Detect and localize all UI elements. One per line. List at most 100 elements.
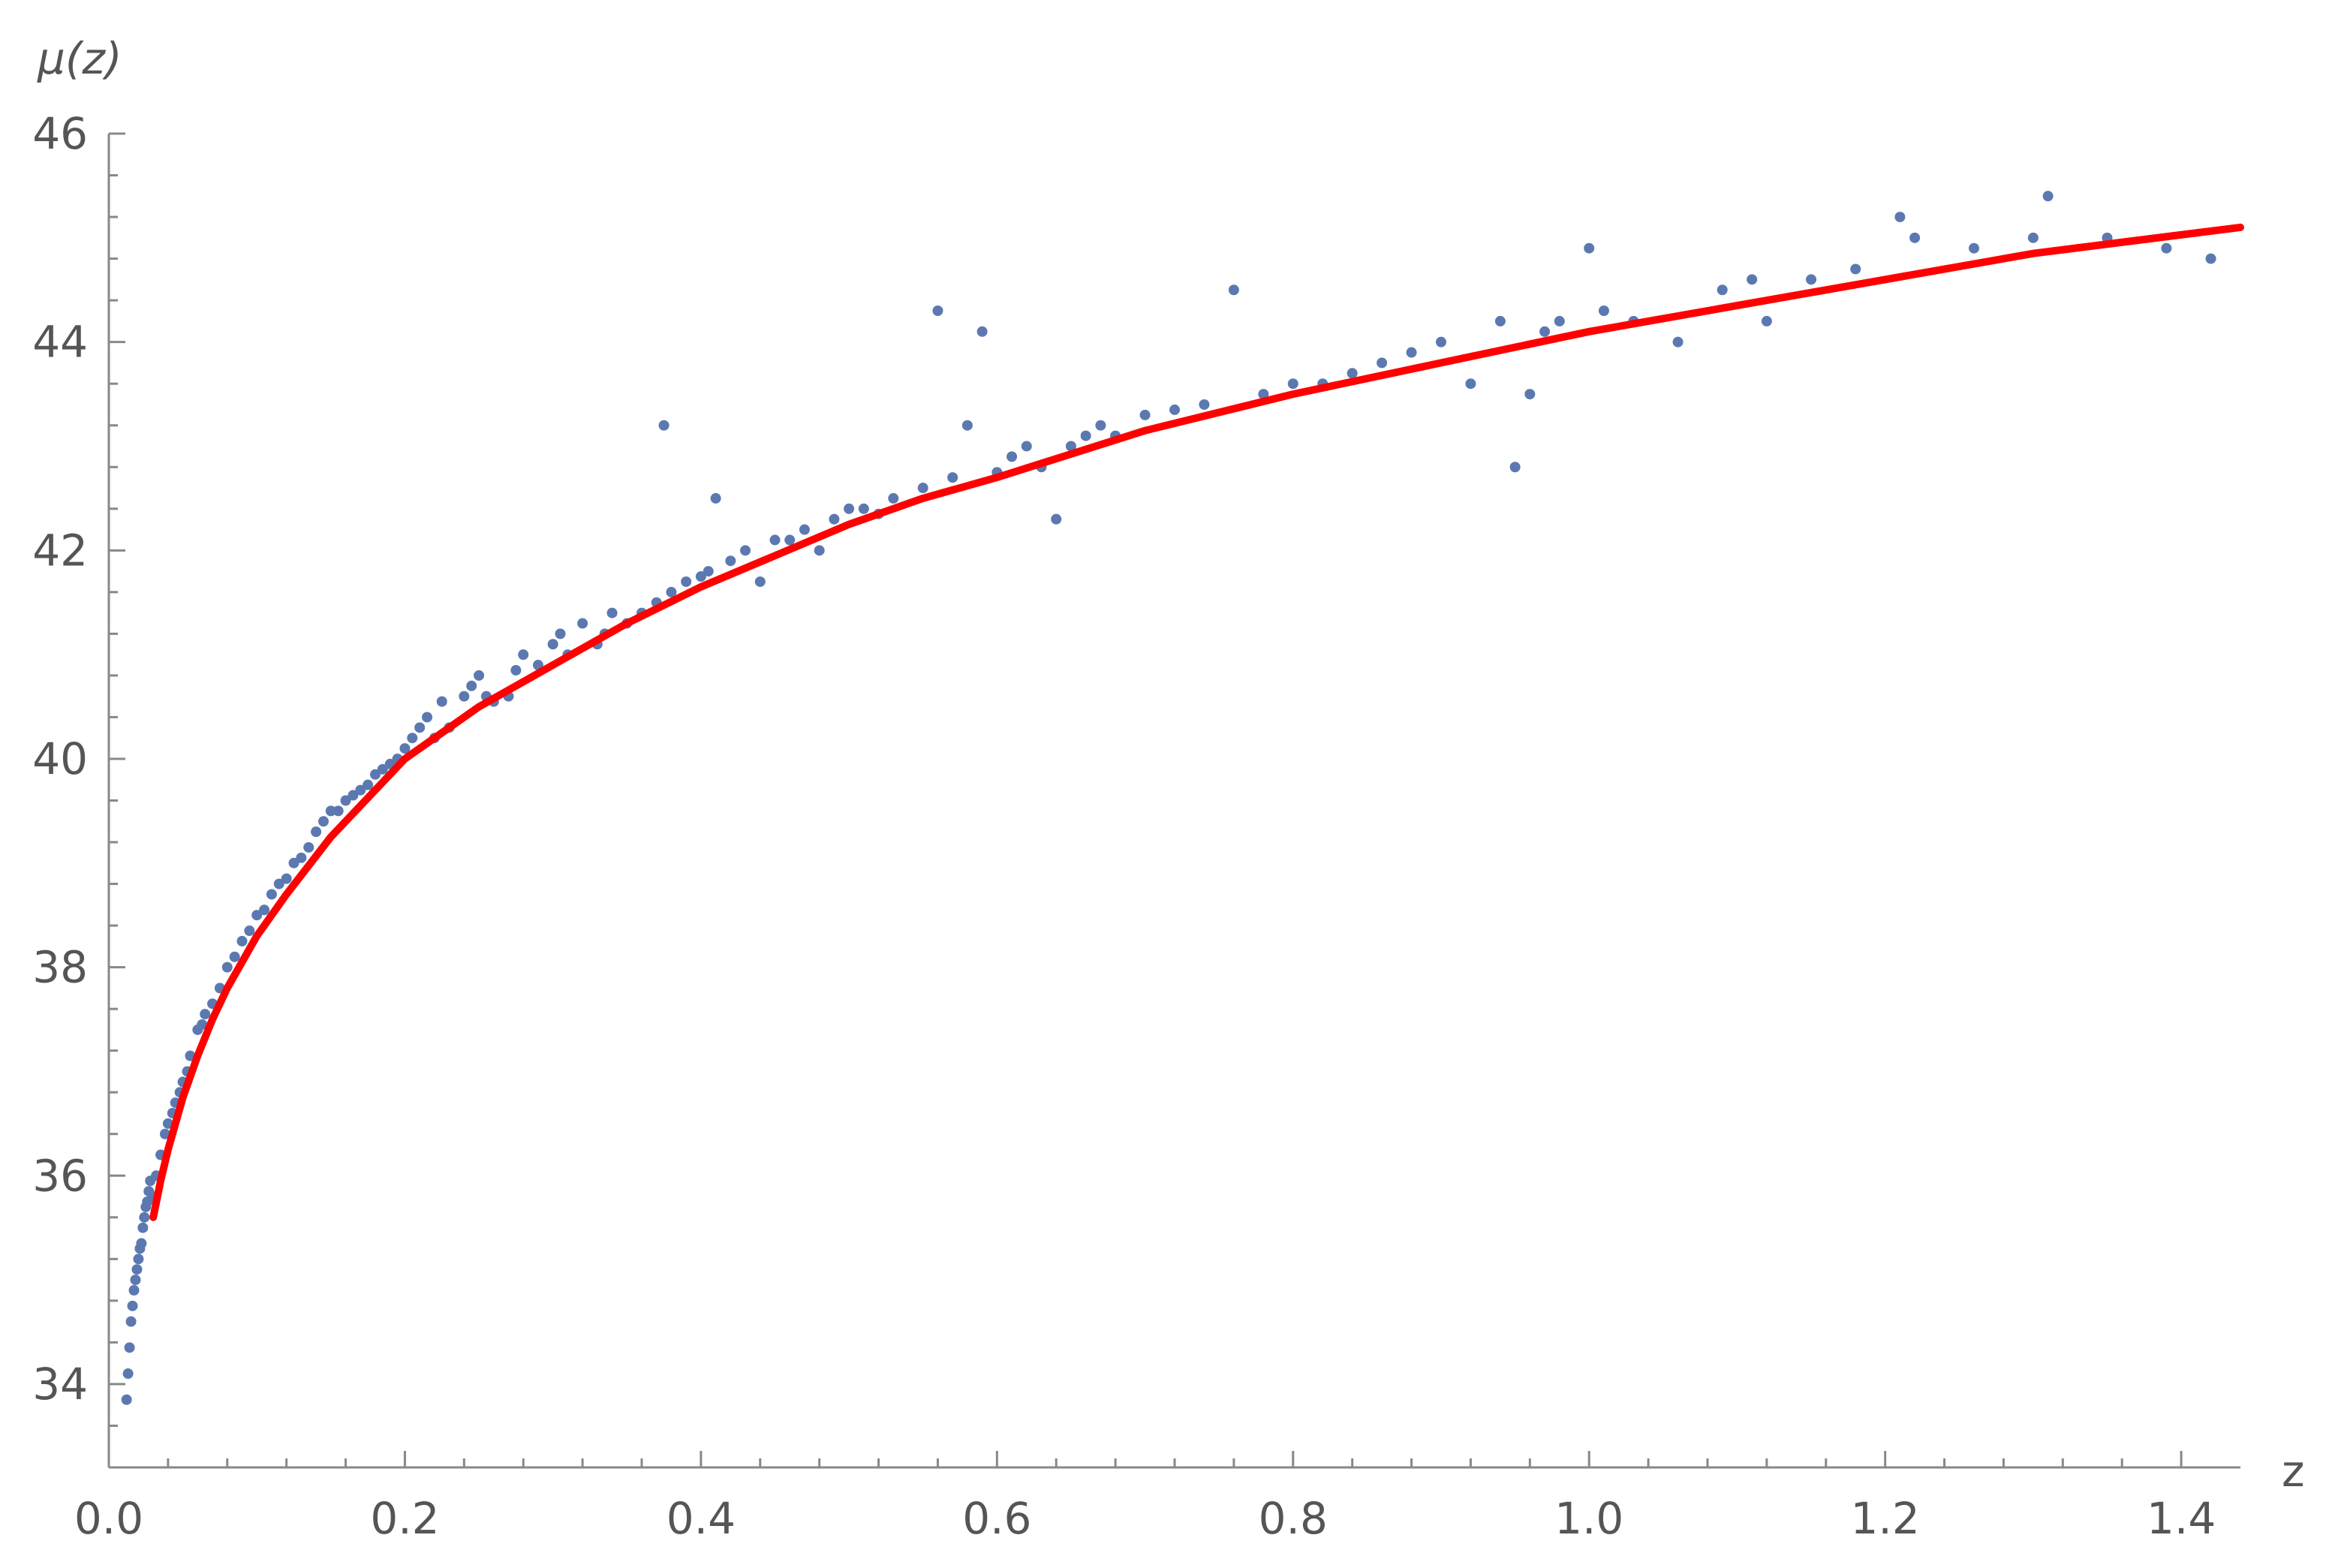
data-point <box>754 576 766 587</box>
data-point <box>1228 284 1239 296</box>
data-point <box>2042 191 2054 202</box>
data-point <box>1139 409 1151 420</box>
data-point <box>799 524 810 535</box>
data-point <box>961 420 973 431</box>
data-point <box>1021 441 1032 452</box>
data-point <box>296 852 307 863</box>
x-tick-label: 1.2 <box>1851 1493 1920 1544</box>
data-point <box>555 628 566 640</box>
data-point <box>784 534 796 546</box>
data-point <box>459 691 470 702</box>
x-tick-label: 1.0 <box>1554 1493 1623 1544</box>
data-point <box>695 571 706 582</box>
data-point <box>1377 357 1388 369</box>
data-point <box>858 503 869 514</box>
data-point <box>1199 399 1210 410</box>
y-tick-label: 34 <box>32 1359 88 1410</box>
data-point <box>130 1275 141 1286</box>
data-point <box>1672 336 1684 348</box>
axes <box>107 134 2240 1469</box>
data-point <box>1406 347 1417 358</box>
data-point <box>266 889 277 900</box>
data-point <box>1554 315 1565 327</box>
data-point <box>976 326 988 337</box>
x-tick-label: 0.8 <box>1259 1493 1328 1544</box>
data-point <box>221 962 233 973</box>
data-point <box>137 1222 149 1233</box>
data-point <box>162 1118 173 1129</box>
data-point <box>1169 404 1180 415</box>
x-tick-label: 0.6 <box>962 1493 1031 1544</box>
data-point <box>2027 232 2039 243</box>
data-point <box>236 935 248 947</box>
data-point <box>769 534 781 546</box>
data-point <box>136 1238 147 1249</box>
data-point <box>121 1394 132 1405</box>
data-point <box>281 873 292 884</box>
data-point <box>1806 274 1817 285</box>
data-point <box>1494 315 1506 327</box>
data-point <box>1850 263 1861 275</box>
data-point <box>606 607 618 618</box>
y-tick-label: 42 <box>32 525 88 576</box>
data-point <box>1287 378 1298 390</box>
data-point <box>740 545 751 556</box>
data-point <box>1007 451 1018 462</box>
data-point <box>251 910 263 921</box>
y-tick-label: 46 <box>32 108 88 159</box>
data-point <box>1909 232 1921 243</box>
data-point <box>1051 513 1062 525</box>
fit-curve <box>149 223 2244 1221</box>
data-point <box>710 492 721 504</box>
y-tick-label: 40 <box>32 733 88 784</box>
y-axis-label: μ(z) <box>37 33 122 84</box>
data-point <box>1436 336 1446 348</box>
y-tick-label: 44 <box>32 317 88 368</box>
data-point <box>288 857 299 868</box>
data-point <box>666 586 677 597</box>
data-point <box>510 664 522 676</box>
data-point <box>1465 378 1476 390</box>
data-point <box>1598 305 1609 317</box>
x-axis-label: z <box>2282 1446 2304 1497</box>
data-point <box>273 878 284 889</box>
ticks: 0.0 0.2 0.4 0.6 0.8 1.0 1.2 1.4 34 36 38 40 42 44 46 <box>32 108 2216 1544</box>
data-point <box>725 555 736 567</box>
data-point <box>355 784 366 796</box>
x-tick-label: 0.4 <box>666 1493 736 1544</box>
data-point <box>1080 430 1091 441</box>
y-tick-label: 36 <box>32 1150 88 1201</box>
data-point <box>1509 462 1521 473</box>
data-point <box>1747 274 1758 285</box>
data-point <box>422 712 433 723</box>
data-point <box>363 779 374 790</box>
data-point <box>1584 242 1595 254</box>
data-point <box>122 1368 134 1380</box>
data-point <box>407 733 418 744</box>
data-point <box>124 1342 135 1353</box>
data-point <box>466 680 477 691</box>
data-point <box>259 904 270 916</box>
data-point <box>1761 315 1772 327</box>
data-point <box>947 472 958 483</box>
data-point <box>844 503 855 514</box>
data-point <box>128 1284 140 1296</box>
data-point <box>133 1253 144 1265</box>
data-point <box>1969 242 1979 254</box>
data-point <box>399 743 411 754</box>
data-point <box>1539 326 1551 337</box>
data-point <box>2161 242 2172 254</box>
data-point <box>303 841 314 853</box>
data-point <box>829 513 840 525</box>
data-point <box>370 769 381 780</box>
data-point <box>340 795 351 806</box>
x-tick-label: 0.2 <box>370 1493 439 1544</box>
data-point <box>200 1009 211 1020</box>
data-point <box>229 951 240 962</box>
data-point <box>159 1128 170 1139</box>
data-point <box>325 805 336 817</box>
data-point <box>377 763 388 775</box>
data-point <box>932 305 943 317</box>
data-point <box>1717 284 1728 296</box>
